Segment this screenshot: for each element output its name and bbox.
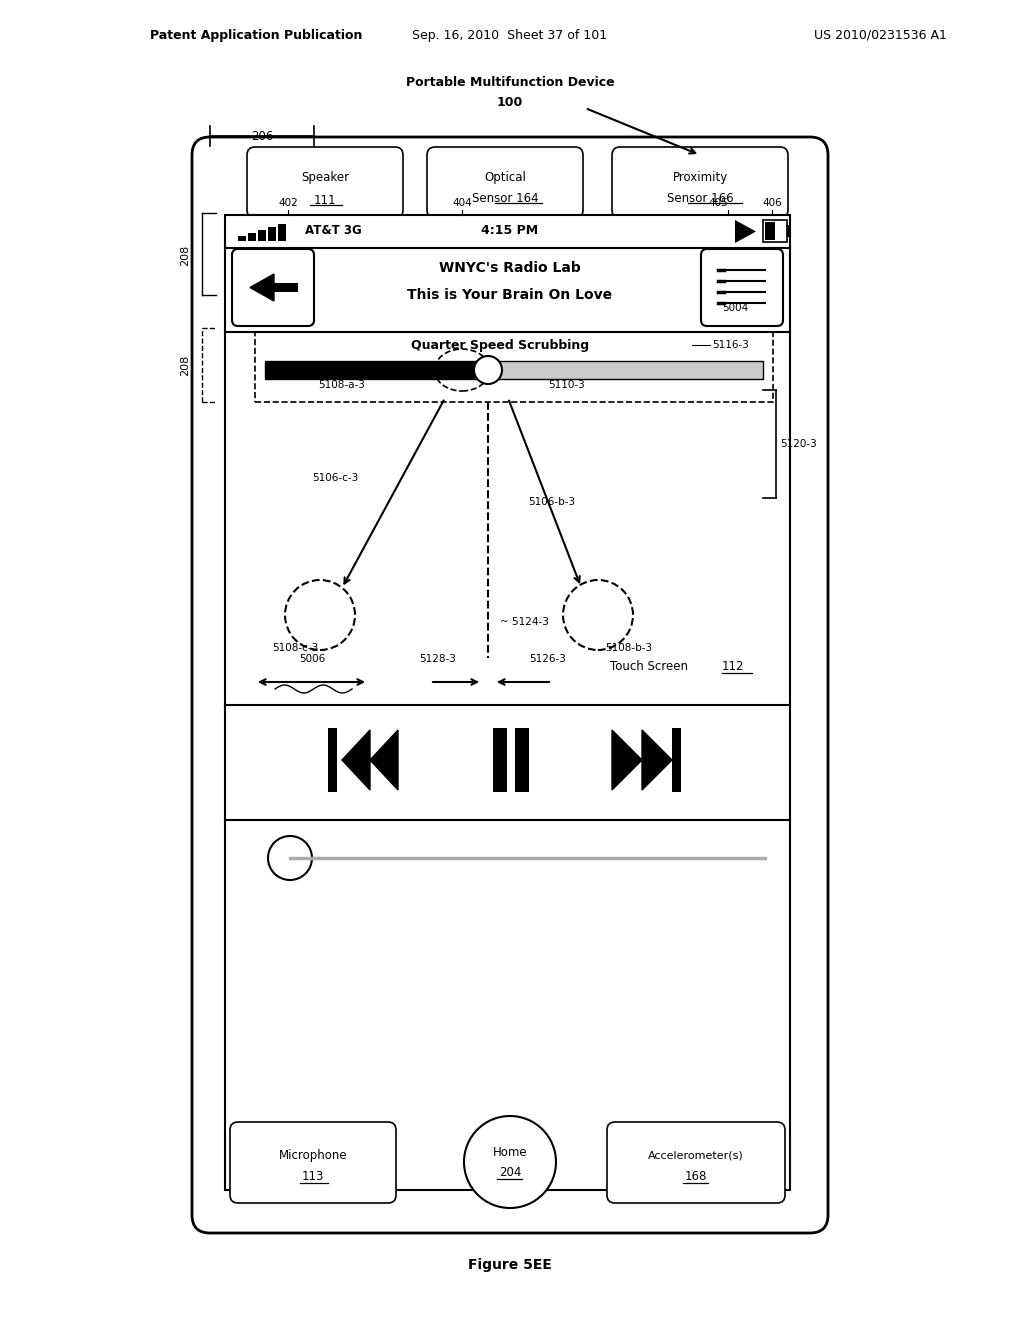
Polygon shape — [735, 220, 756, 243]
Text: Accelerometer(s): Accelerometer(s) — [648, 1150, 743, 1160]
FancyBboxPatch shape — [225, 215, 790, 1191]
Text: 113: 113 — [302, 1171, 325, 1184]
Text: 208: 208 — [180, 354, 190, 376]
FancyBboxPatch shape — [193, 137, 828, 1233]
Bar — [278, 224, 286, 242]
Text: 206: 206 — [251, 129, 273, 143]
Polygon shape — [612, 730, 642, 789]
Circle shape — [285, 579, 355, 649]
FancyBboxPatch shape — [247, 147, 403, 218]
Text: 204: 204 — [499, 1167, 521, 1180]
Text: 208: 208 — [180, 244, 190, 265]
Text: 100: 100 — [497, 95, 523, 108]
Text: 5126-3: 5126-3 — [529, 653, 566, 664]
Text: Home: Home — [493, 1147, 527, 1159]
Text: 5116-3: 5116-3 — [712, 341, 749, 350]
Circle shape — [268, 836, 312, 880]
Polygon shape — [642, 730, 672, 789]
Bar — [787, 224, 791, 238]
Text: Speaker: Speaker — [301, 172, 349, 185]
Text: Sep. 16, 2010  Sheet 37 of 101: Sep. 16, 2010 Sheet 37 of 101 — [413, 29, 607, 41]
Text: 5106-b-3: 5106-b-3 — [528, 498, 575, 507]
Text: 404: 404 — [453, 198, 472, 209]
Text: 5128-3: 5128-3 — [420, 653, 457, 664]
Text: 5004: 5004 — [722, 304, 749, 313]
Text: 112: 112 — [722, 660, 744, 673]
Bar — [672, 729, 681, 792]
Text: WNYC's Radio Lab: WNYC's Radio Lab — [439, 261, 581, 275]
FancyBboxPatch shape — [612, 147, 788, 218]
Circle shape — [464, 1115, 556, 1208]
Polygon shape — [342, 730, 370, 789]
Bar — [268, 227, 276, 242]
Bar — [493, 729, 507, 792]
Text: 5106-c-3: 5106-c-3 — [312, 473, 358, 483]
Text: Figure 5EE: Figure 5EE — [468, 1258, 552, 1272]
Circle shape — [563, 579, 633, 649]
Bar — [763, 220, 787, 242]
FancyBboxPatch shape — [232, 249, 314, 326]
FancyBboxPatch shape — [427, 147, 583, 218]
Bar — [328, 729, 337, 792]
Text: Proximity: Proximity — [673, 172, 728, 185]
Text: Patent Application Publication: Patent Application Publication — [150, 29, 362, 41]
Bar — [256, 282, 298, 292]
Text: 5120-3: 5120-3 — [780, 440, 817, 449]
Text: 406: 406 — [762, 198, 782, 209]
Text: AT&T 3G: AT&T 3G — [305, 224, 361, 238]
Text: Optical: Optical — [484, 172, 526, 185]
Text: This is Your Brain On Love: This is Your Brain On Love — [408, 288, 612, 302]
Bar — [265, 360, 475, 379]
Bar — [515, 729, 529, 792]
Text: Quarter Speed Scrubbing: Quarter Speed Scrubbing — [411, 338, 589, 351]
FancyBboxPatch shape — [607, 1122, 785, 1203]
Bar — [265, 360, 763, 379]
Bar — [255, 333, 773, 403]
Text: Portable Multifunction Device: Portable Multifunction Device — [406, 75, 614, 88]
Text: Microphone: Microphone — [279, 1148, 347, 1162]
Text: ~ 5124-3: ~ 5124-3 — [500, 616, 549, 627]
Text: US 2010/0231536 A1: US 2010/0231536 A1 — [813, 29, 946, 41]
Text: 168: 168 — [685, 1171, 708, 1184]
Text: 405: 405 — [709, 198, 728, 209]
Circle shape — [474, 356, 502, 384]
Text: Sensor 164: Sensor 164 — [472, 191, 539, 205]
Bar — [248, 234, 256, 242]
Text: 111: 111 — [313, 194, 336, 206]
Bar — [238, 236, 246, 242]
Text: 5110-3: 5110-3 — [548, 380, 585, 389]
Bar — [765, 222, 775, 240]
Text: 5108-a-3: 5108-a-3 — [318, 380, 365, 389]
Text: 5108-b-3: 5108-b-3 — [605, 643, 652, 653]
Polygon shape — [370, 730, 398, 789]
Text: 5108-c-3: 5108-c-3 — [272, 643, 318, 653]
Text: Touch Screen: Touch Screen — [610, 660, 688, 673]
Text: 4:15 PM: 4:15 PM — [481, 224, 539, 238]
Text: Sensor 166: Sensor 166 — [667, 191, 733, 205]
FancyBboxPatch shape — [701, 249, 783, 326]
Bar — [258, 230, 266, 242]
Text: 402: 402 — [279, 198, 298, 209]
Polygon shape — [250, 275, 274, 301]
FancyBboxPatch shape — [230, 1122, 396, 1203]
Text: 5006: 5006 — [299, 653, 326, 664]
